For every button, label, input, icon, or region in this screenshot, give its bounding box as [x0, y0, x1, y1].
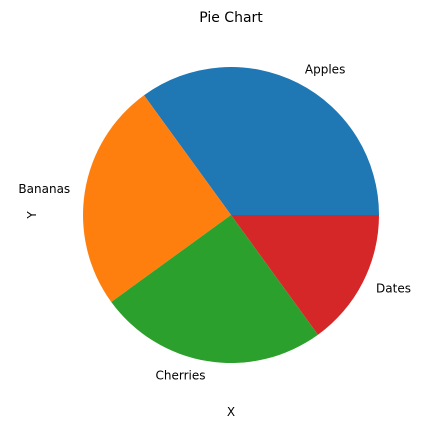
pie-label-cherries: Cherries: [156, 368, 206, 382]
chart-title: Pie Chart: [199, 10, 263, 26]
pie-label-apples: Apples: [305, 62, 345, 76]
pie-label-bananas: Bananas: [18, 182, 70, 196]
pie-slice-labels: Apples Bananas Cherries Dates: [18, 62, 411, 382]
pie-slices: [83, 67, 379, 363]
pie-label-dates: Dates: [376, 281, 411, 295]
x-axis-label: X: [227, 405, 235, 419]
pie-slice-bananas: [83, 95, 231, 302]
pie-slice-dates: [231, 215, 379, 335]
y-axis-label: Y: [25, 211, 39, 220]
pie-slice-cherries: [111, 215, 318, 363]
pie-slice-apples: [144, 67, 379, 215]
